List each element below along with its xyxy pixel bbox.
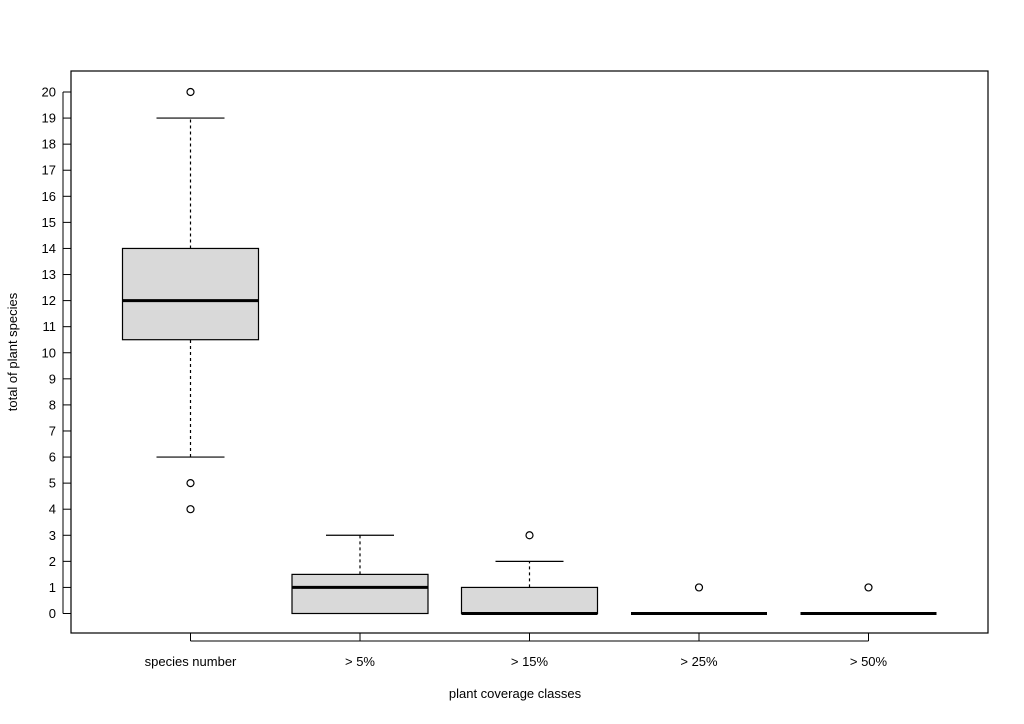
y-tick-label: 20 bbox=[42, 85, 56, 100]
y-tick-label: 9 bbox=[49, 371, 56, 386]
y-tick-label: 6 bbox=[49, 450, 56, 465]
y-tick-label: 5 bbox=[49, 476, 56, 491]
x-axis: species number > 5% > 15% > 25% > 50% bbox=[145, 633, 888, 669]
box-iqr bbox=[121, 247, 260, 341]
y-tick-label: 10 bbox=[42, 345, 56, 360]
box-group bbox=[460, 531, 599, 615]
y-tick-label: 2 bbox=[49, 554, 56, 569]
box-group bbox=[800, 583, 937, 615]
outlier-point bbox=[525, 531, 534, 540]
y-tick-label: 1 bbox=[49, 580, 56, 595]
box-iqr bbox=[460, 586, 599, 615]
x-tick-label: > 25% bbox=[680, 654, 718, 669]
x-tick-label: species number bbox=[145, 654, 237, 669]
y-tick-label: 19 bbox=[42, 111, 56, 126]
y-tick-label: 12 bbox=[42, 293, 56, 308]
y-tick-label: 18 bbox=[42, 137, 56, 152]
y-tick-label: 13 bbox=[42, 267, 56, 282]
y-tick-label: 8 bbox=[49, 397, 56, 412]
x-tick-label: > 50% bbox=[850, 654, 888, 669]
outlier-point bbox=[186, 87, 195, 97]
outlier-point bbox=[186, 505, 195, 514]
x-tick-label: > 5% bbox=[345, 654, 375, 669]
box-group bbox=[121, 87, 260, 514]
x-tick-label: > 15% bbox=[511, 654, 549, 669]
box-group bbox=[291, 534, 429, 615]
y-axis-label: total of plant species bbox=[5, 292, 20, 411]
plot-frame bbox=[70, 70, 989, 634]
x-axis-label: plant coverage classes bbox=[449, 686, 582, 701]
y-tick-label: 7 bbox=[49, 423, 56, 438]
y-tick-label: 0 bbox=[49, 606, 56, 621]
outlier-point bbox=[186, 479, 195, 488]
y-tick-label: 11 bbox=[43, 319, 57, 334]
outlier-point bbox=[864, 583, 873, 592]
boxes bbox=[121, 87, 937, 615]
outlier-point bbox=[694, 583, 704, 592]
y-tick-label: 17 bbox=[42, 163, 56, 178]
box-group bbox=[631, 583, 767, 615]
y-tick-label: 4 bbox=[49, 502, 56, 517]
y-tick-label: 3 bbox=[49, 528, 56, 543]
y-tick-label: 16 bbox=[42, 189, 56, 204]
box-iqr bbox=[291, 573, 429, 615]
y-tick-label: 15 bbox=[42, 215, 56, 230]
y-tick-label: 14 bbox=[42, 241, 56, 256]
